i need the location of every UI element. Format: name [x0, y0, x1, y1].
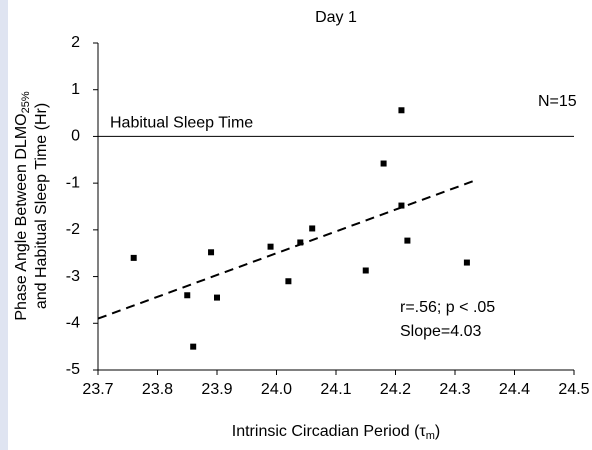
- y-tick-label: -2: [66, 221, 80, 238]
- x-tick-label: 23.7: [82, 381, 113, 398]
- y-tick-label: -3: [66, 268, 80, 285]
- point: [208, 249, 215, 256]
- trend-line: [97, 180, 474, 320]
- y-tick-label: -5: [66, 361, 80, 378]
- point: [184, 292, 191, 299]
- chart-title: Day 1: [315, 9, 357, 26]
- point: [404, 237, 411, 244]
- point: [190, 343, 197, 350]
- x-tick-label: 24.5: [558, 381, 589, 398]
- point: [297, 239, 304, 246]
- y-tick-label: 0: [71, 128, 80, 145]
- x-tick-label: 23.8: [142, 381, 173, 398]
- x-tick-label: 24.2: [380, 381, 411, 398]
- x-label-end: ): [435, 423, 440, 440]
- y-tick-label: 1: [71, 81, 80, 98]
- y-label-main: Phase Angle Between DLMO: [13, 113, 30, 320]
- reference-label: Habitual Sleep Time: [110, 115, 253, 132]
- y-label-sub: 25%: [20, 91, 32, 113]
- x-tick-label: 24.0: [261, 381, 292, 398]
- point: [398, 107, 405, 114]
- annotation: Slope=4.03: [400, 323, 482, 340]
- point: [214, 294, 220, 301]
- annotation: r=.56; p < .05: [400, 299, 495, 316]
- y-label-line2: and Habitual Sleep Time (Hr): [33, 103, 50, 309]
- point: [130, 254, 137, 261]
- x-tick-label: 24.4: [499, 381, 530, 398]
- annotation: N=15: [538, 93, 577, 110]
- y-tick-label: -1: [66, 174, 80, 191]
- x-tick-label: 23.9: [201, 381, 232, 398]
- x-tick-label: 24.1: [320, 381, 351, 398]
- point: [463, 259, 470, 266]
- y-tick-label: 2: [71, 34, 80, 51]
- point: [267, 243, 274, 250]
- y-label-line1: Phase Angle Between DLMO25%: [13, 91, 32, 320]
- x-label-main: Intrinsic Circadian Period (τ: [232, 423, 427, 440]
- x-label-sub: m: [426, 430, 435, 442]
- point: [380, 160, 387, 167]
- x-tick-label: 24.3: [439, 381, 470, 398]
- point: [362, 267, 369, 274]
- point: [285, 278, 292, 285]
- y-axis-label: Phase Angle Between DLMO25% and Habitual…: [13, 91, 50, 320]
- side-strip: [0, 0, 8, 450]
- x-axis-label: Intrinsic Circadian Period (τm): [232, 423, 440, 442]
- point: [309, 225, 316, 232]
- y-tick-label: -4: [66, 315, 80, 332]
- point: [398, 202, 405, 209]
